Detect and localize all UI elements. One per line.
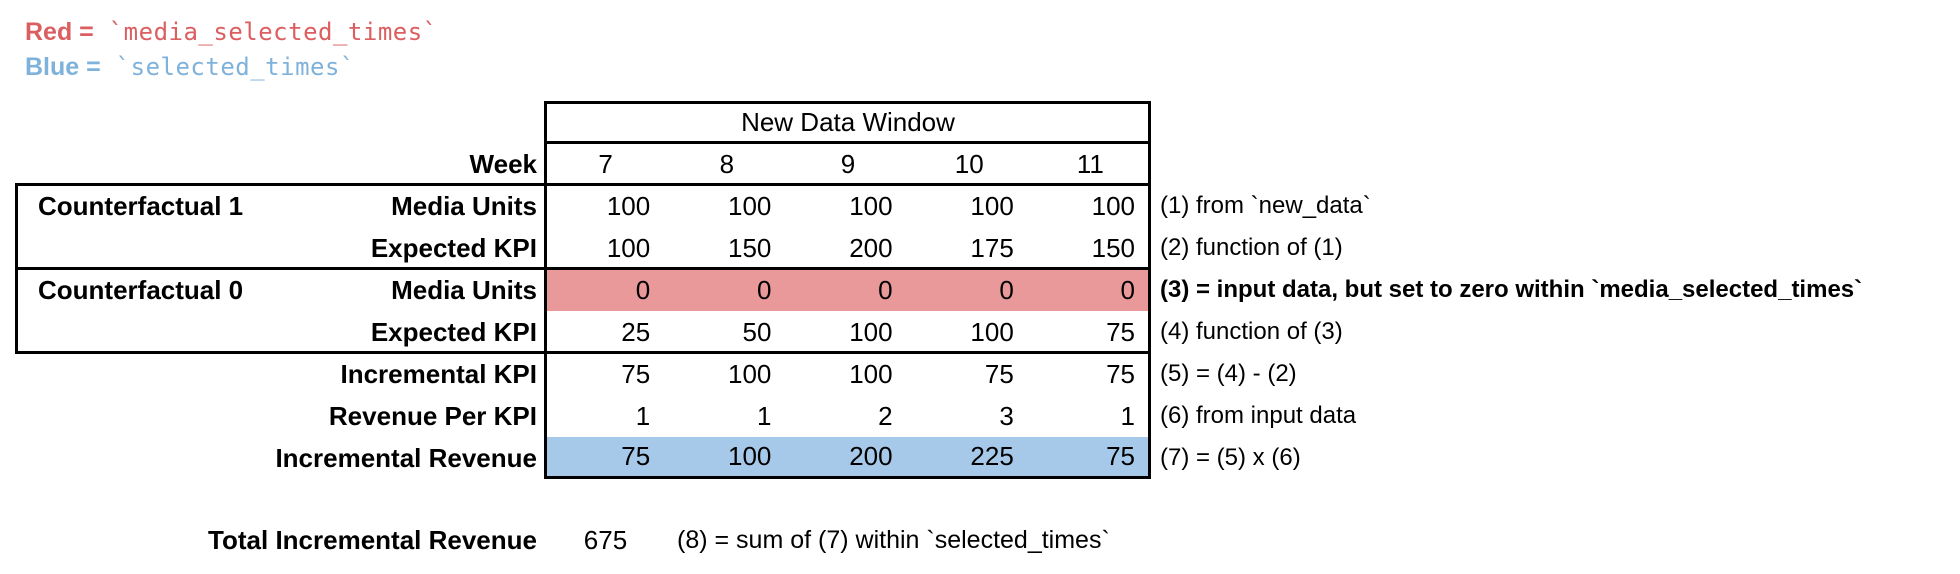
row-annotation-4: (4) function of (3)	[1160, 318, 1343, 345]
table-cell: 100	[728, 190, 772, 221]
legend-blue-code: `selected_times`	[115, 53, 355, 81]
row-label-expected-kpi-cf1: Expected KPI	[370, 232, 537, 263]
table-cell: 100	[849, 316, 893, 347]
row-label-incremental-kpi: Incremental KPI	[340, 358, 537, 389]
group-label-counterfactual-0: Counterfactual 0	[38, 274, 244, 305]
table-cell: 100	[849, 190, 893, 221]
table-border-line	[15, 183, 18, 354]
table-cell: 25	[621, 316, 651, 347]
table-cell: 100	[606, 190, 651, 221]
legend-red-code: `media_selected_times`	[108, 18, 438, 46]
table-border-line	[15, 183, 1151, 186]
row-label-expected-kpi-cf0: Expected KPI	[370, 316, 537, 347]
table-border-line	[544, 141, 1151, 144]
table-cell: 1	[1120, 400, 1136, 431]
week-value: 10	[954, 148, 984, 179]
week-row: 7 8 9 10 11	[545, 143, 1151, 185]
total-label: Total Incremental Revenue	[208, 524, 537, 555]
row-label-incremental-revenue: Incremental Revenue	[275, 442, 537, 473]
table-cell: 100	[970, 316, 1014, 347]
week-value: 8	[719, 148, 735, 179]
table-border-line	[544, 101, 1151, 104]
table-cell: 75	[1106, 358, 1136, 389]
table-cell: 75	[621, 441, 651, 471]
table-cell: 0	[878, 275, 893, 305]
table-cell: 100	[970, 190, 1014, 221]
total-value: 675	[583, 524, 628, 555]
table-border-line	[15, 351, 1151, 354]
table-row-incremental-kpi: 75 100 100 75 75	[545, 353, 1151, 395]
table-border-line	[1148, 101, 1151, 479]
table-cell: 75	[1106, 441, 1136, 471]
table-row-expected-kpi-cf0: 25 50 100 100 75	[545, 311, 1151, 353]
table-cell: 75	[621, 358, 651, 389]
table-cell: 1	[635, 400, 651, 431]
row-annotation-5: (5) = (4) - (2)	[1160, 360, 1297, 387]
table-row-media-units-cf1: 100 100 100 100 100	[545, 185, 1151, 227]
week-value: 11	[1076, 148, 1104, 179]
table-cell: 100	[849, 358, 893, 389]
table-cell: 100	[728, 358, 772, 389]
row-annotation-3: (3) = input data, but set to zero within…	[1160, 276, 1863, 303]
table-cell: 75	[1106, 316, 1136, 347]
table-cell: 175	[970, 232, 1014, 263]
table-header-title: New Data Window	[741, 106, 955, 137]
table-cell: 150	[1091, 232, 1136, 263]
table-cell: 50	[742, 316, 772, 347]
total-annotation: (8) = sum of (7) within `selected_times`	[677, 525, 1110, 554]
table-cell: 225	[970, 441, 1014, 471]
row-annotation-2: (2) function of (1)	[1160, 234, 1343, 261]
table-cell: 100	[606, 232, 651, 263]
table-cell: 3	[999, 400, 1014, 431]
table-cell: 100	[1091, 190, 1136, 221]
row-label-media-units-cf0: Media Units	[391, 274, 537, 305]
table-cell: 1	[756, 400, 772, 431]
table-border-line	[544, 476, 1151, 479]
legend-blue-line: Blue = `selected_times`	[25, 51, 355, 83]
row-label-media-units-cf1: Media Units	[391, 190, 537, 221]
week-value: 7	[598, 148, 613, 179]
table-cell: 2	[878, 400, 893, 431]
legend-red-label: Red =	[25, 17, 101, 46]
table-row-revenue-per-kpi: 1 1 2 3 1	[545, 395, 1151, 437]
table-border-line	[15, 267, 1151, 270]
table-cell: 200	[849, 232, 893, 263]
legend-red-line: Red = `media_selected_times`	[25, 16, 438, 48]
row-annotation-6: (6) from input data	[1160, 402, 1357, 429]
table-cell: 75	[984, 358, 1014, 389]
group-label-counterfactual-1: Counterfactual 1	[38, 190, 244, 221]
table-row-incremental-revenue-highlight-blue: 75 100 200 225 75	[545, 437, 1151, 476]
row-label-revenue-per-kpi: Revenue Per KPI	[328, 400, 537, 431]
row-annotation-1: (1) from `new_data`	[1160, 192, 1371, 219]
table-border-line	[544, 101, 547, 479]
week-label: Week	[469, 148, 537, 179]
table-cell: 0	[999, 275, 1014, 305]
table-cell: 150	[728, 232, 772, 263]
table-row-media-units-cf0-highlight-red: 0 0 0 0 0	[545, 270, 1151, 311]
legend-blue-label: Blue =	[25, 52, 108, 81]
table-cell: 0	[1120, 275, 1136, 305]
table-cell: 0	[635, 275, 651, 305]
table-row-expected-kpi-cf1: 100 150 200 175 150	[545, 227, 1151, 269]
week-value: 9	[840, 148, 856, 179]
table-cell: 0	[756, 275, 772, 305]
row-annotation-7: (7) = (5) x (6)	[1160, 444, 1301, 471]
table-cell: 200	[849, 441, 893, 471]
table-cell: 100	[728, 441, 772, 471]
